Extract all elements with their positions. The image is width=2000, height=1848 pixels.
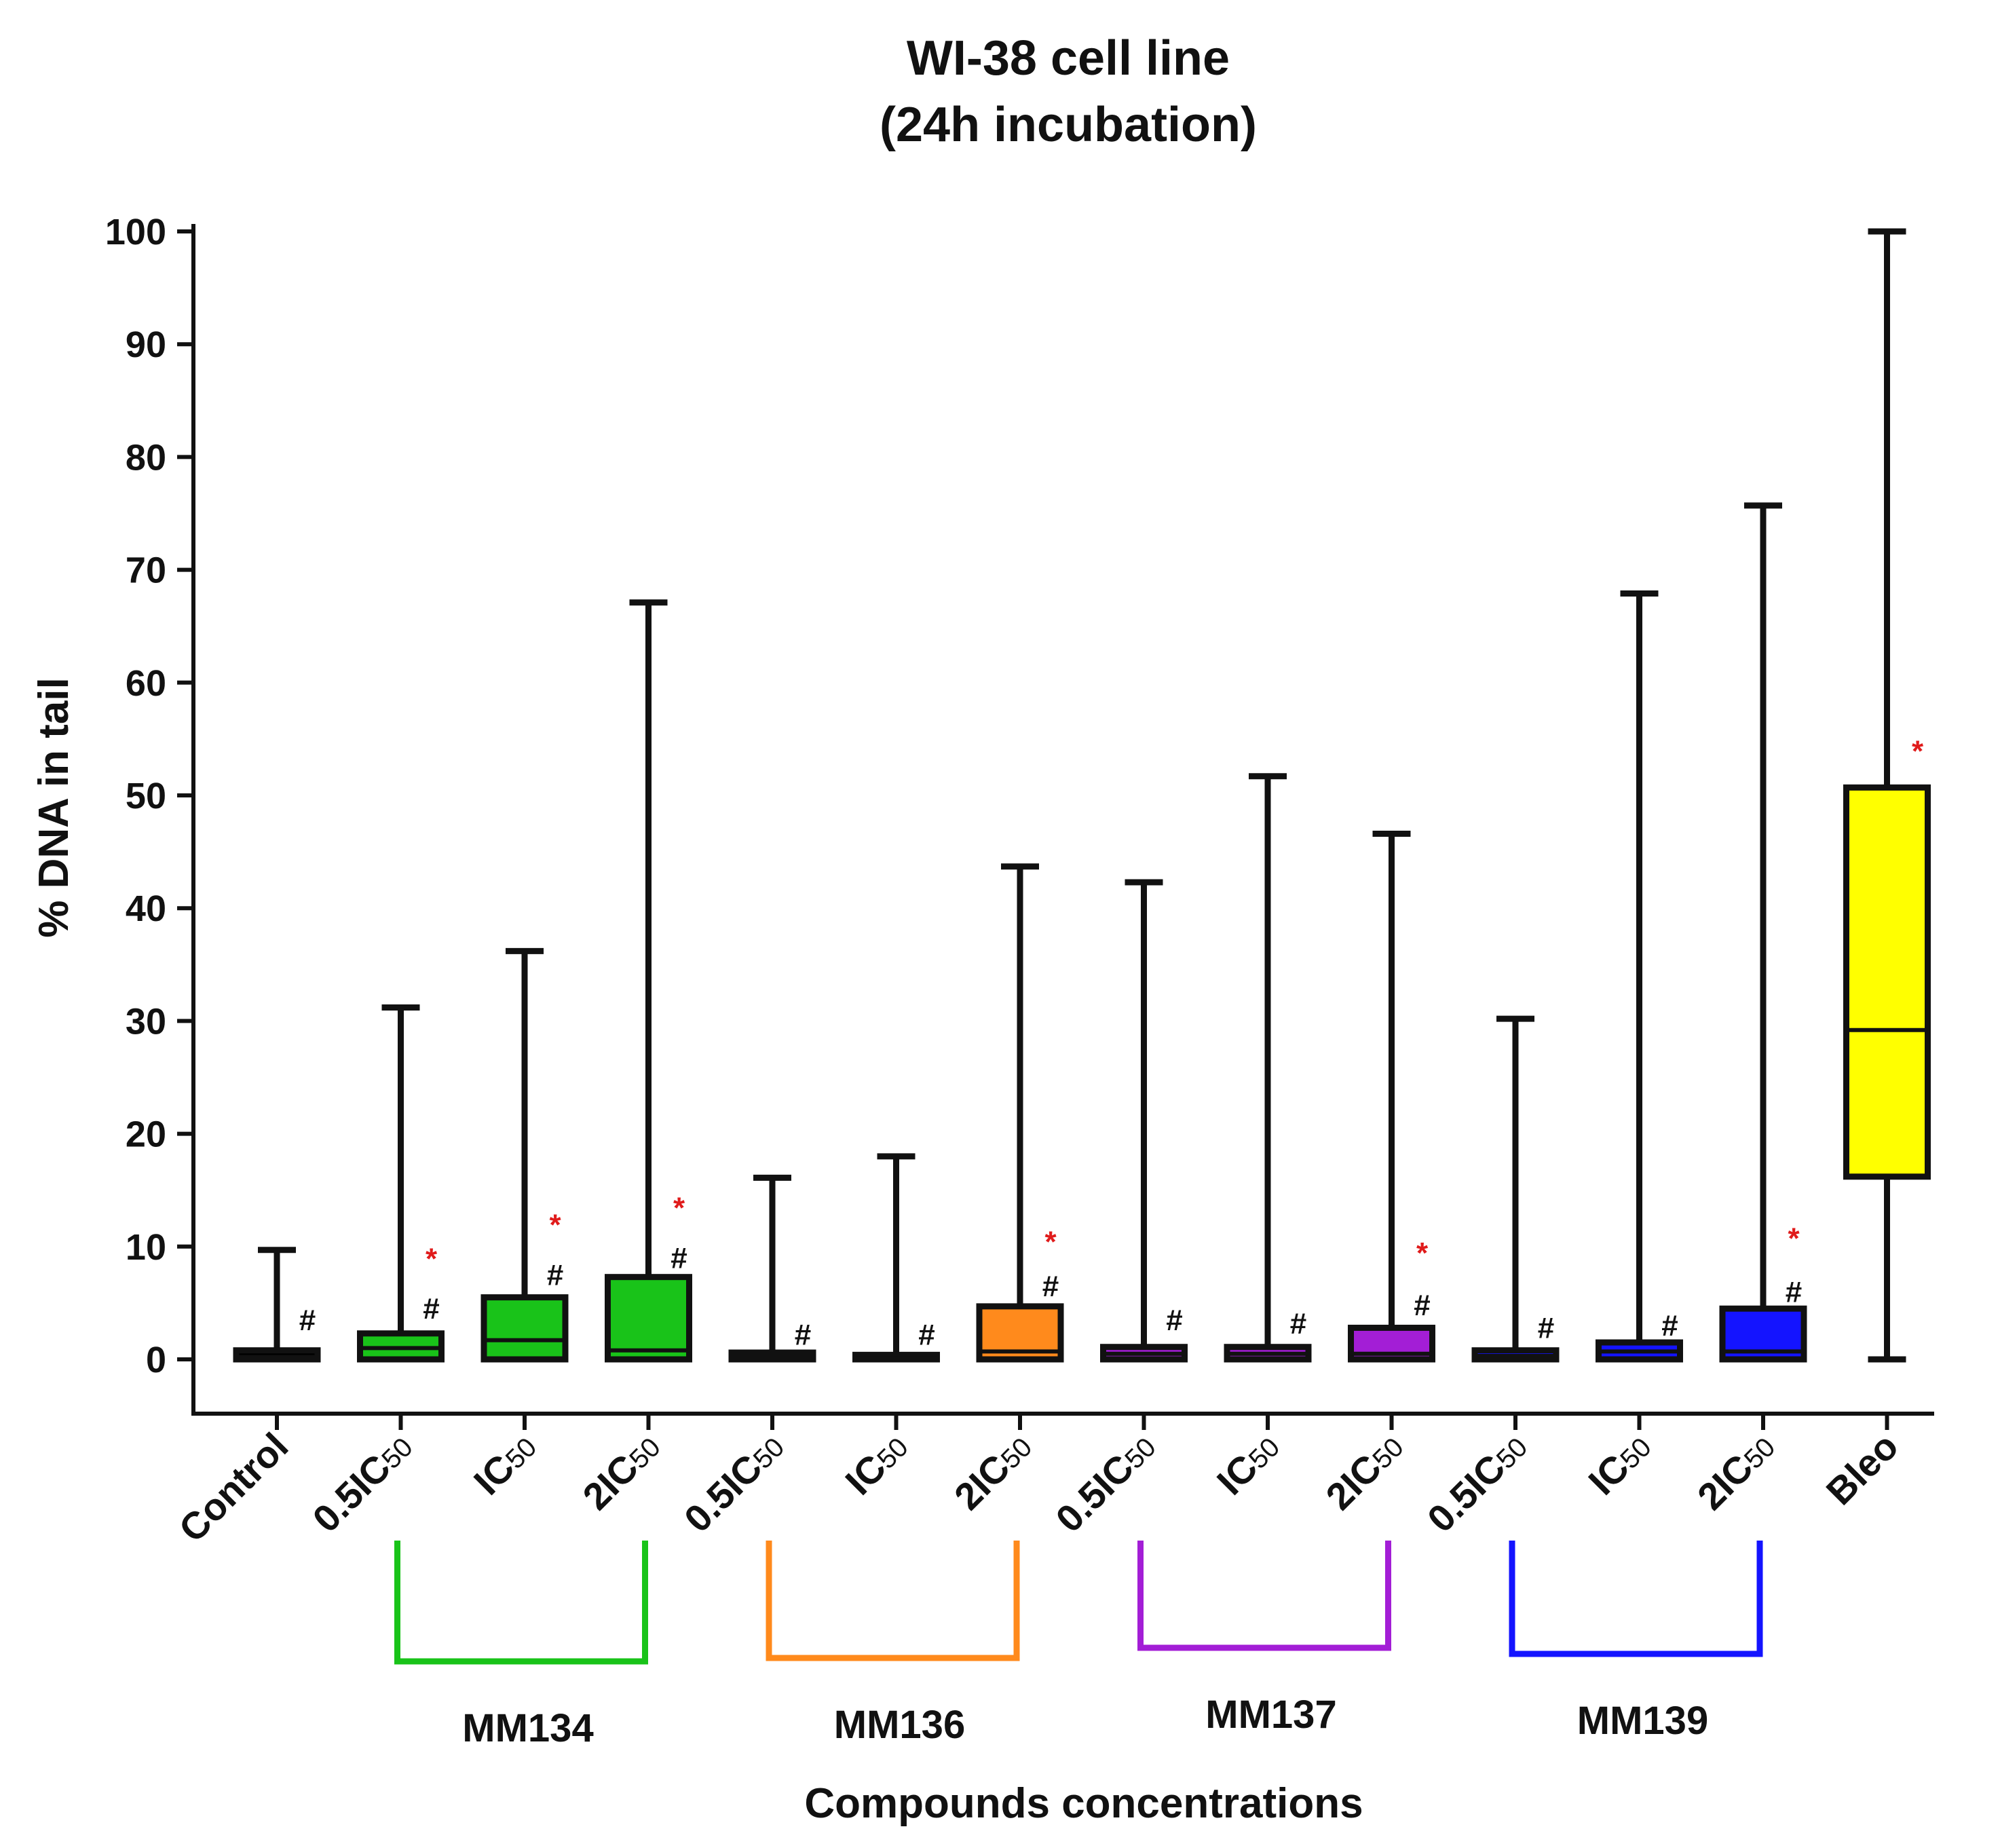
y-axis-title: % DNA in tail (31, 677, 77, 938)
x-tick-label: Bleo (1818, 1425, 1906, 1513)
y-tick-label: 90 (126, 324, 166, 365)
x-tick-label: IC50 (1209, 1425, 1287, 1503)
box-iqr (480, 1294, 569, 1363)
significance-star: * (1416, 1237, 1429, 1270)
significance-hash: # (1414, 1289, 1430, 1322)
significance-hash: # (1166, 1304, 1182, 1337)
significance-hash: # (423, 1292, 439, 1325)
significance-hash: # (795, 1318, 811, 1351)
significance-hash: # (1290, 1307, 1306, 1340)
group-label-mm136: MM136 (834, 1703, 965, 1747)
box-8 (1224, 773, 1312, 1363)
significance-hash: # (1538, 1311, 1554, 1344)
y-tick-label: 60 (126, 663, 166, 704)
box-9 (1348, 831, 1435, 1363)
box-4 (728, 1174, 816, 1363)
x-tick-labels: Control 0.5IC50 IC50 2IC50 0.5IC50 IC50 2IC50 0… (170, 1414, 1906, 1550)
axes: 0 10 20 30 40 50 60 70 80 90 100 (105, 212, 1934, 1416)
box-11 (1596, 590, 1683, 1363)
significance-star: * (673, 1192, 685, 1225)
y-tick-label: 30 (126, 1001, 166, 1042)
significance-hash: # (1042, 1270, 1059, 1303)
group-brackets: MM134 MM136 MM137 MM139 (394, 1541, 1763, 1750)
x-tick-label-main: Bleo (1818, 1425, 1906, 1513)
chart-title-line-1: WI-38 cell line (907, 31, 1230, 86)
group-bracket-mm134 (394, 1541, 648, 1665)
x-tick-label: 2IC50 (574, 1425, 668, 1518)
x-tick-label: 0.5IC50 (1419, 1425, 1535, 1541)
box-7 (1100, 879, 1188, 1363)
box-series (233, 228, 1931, 1363)
box-5 (852, 1153, 940, 1363)
group-label-mm137: MM137 (1205, 1693, 1336, 1737)
chart-title: WI-38 cell line (24h incubation) (880, 31, 1257, 152)
x-tick-label: 2IC50 (1317, 1425, 1411, 1518)
box-iqr (1843, 784, 1931, 1180)
x-tick-label: 2IC50 (1689, 1425, 1783, 1518)
group-label-mm139: MM139 (1577, 1699, 1708, 1743)
significance-hash: # (671, 1241, 687, 1275)
box-6 (976, 863, 1064, 1363)
y-tick-label: 80 (126, 437, 166, 478)
box-12 (1719, 502, 1807, 1363)
x-tick-label: 0.5IC50 (1047, 1425, 1163, 1541)
significance-hash: # (547, 1258, 563, 1291)
group-label-mm134: MM134 (462, 1706, 593, 1750)
group-bracket-mm136 (766, 1541, 1020, 1661)
box-0 (233, 1247, 321, 1363)
x-tick-label: Control (170, 1425, 296, 1550)
significance-star: * (549, 1209, 561, 1242)
significance-star: * (426, 1242, 438, 1275)
x-tick-label: IC50 (1580, 1425, 1659, 1503)
box-3 (605, 599, 692, 1363)
y-tick-label: 50 (126, 776, 166, 816)
x-tick-label: 0.5IC50 (304, 1425, 420, 1541)
x-tick-label: 0.5IC50 (676, 1425, 792, 1541)
x-tick-label-main: Control (170, 1425, 296, 1550)
significance-star: * (1912, 735, 1924, 768)
y-tick-label: 0 (146, 1340, 166, 1380)
significance-hash: # (299, 1304, 316, 1337)
box-13 (1843, 228, 1931, 1363)
box-iqr (605, 1274, 692, 1363)
x-tick-label: IC50 (837, 1425, 916, 1503)
box-2 (480, 947, 569, 1363)
y-tick-label: 20 (126, 1114, 166, 1155)
box-1 (357, 1004, 445, 1363)
significance-hash: # (1661, 1309, 1678, 1342)
significance-hash: # (918, 1318, 935, 1351)
box-10 (1471, 1015, 1560, 1363)
significance-marks: # * # * # * # # # * # # # * # # # * # * (299, 735, 1924, 1352)
chart-title-line-2: (24h incubation) (880, 98, 1257, 152)
group-bracket-mm139 (1509, 1541, 1763, 1657)
y-tick-label: 100 (105, 212, 166, 252)
x-tick-label: IC50 (466, 1425, 544, 1503)
group-bracket-mm137 (1137, 1541, 1391, 1651)
x-tick-label: 2IC50 (946, 1425, 1040, 1518)
significance-star: * (1788, 1222, 1800, 1256)
significance-star: * (1044, 1225, 1057, 1258)
y-tick-label: 70 (126, 550, 166, 591)
y-tick-label: 10 (126, 1227, 166, 1268)
y-tick-label: 40 (126, 888, 166, 929)
significance-hash: # (1786, 1275, 1802, 1308)
x-axis-title: Compounds concentrations (804, 1780, 1363, 1827)
